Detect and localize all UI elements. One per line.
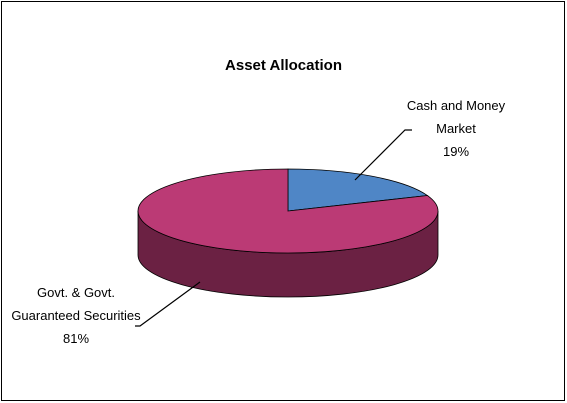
slice	[287, 168, 429, 212]
data-label: Govt. & Govt. Guaranteed Securities 81%	[10, 281, 142, 350]
value-label: 19%	[442, 144, 470, 159]
leader-line	[135, 281, 201, 327]
category-label: Govt. & Govt. Guaranteed Securities	[11, 285, 141, 323]
value-label: 81%	[62, 331, 90, 346]
leader-line	[354, 129, 412, 181]
chart-title: Asset Allocation	[225, 57, 342, 74]
slice	[137, 168, 439, 254]
category-label: Cash and Money Market	[406, 98, 506, 136]
data-label: Cash and Money Market 19%	[392, 94, 520, 163]
